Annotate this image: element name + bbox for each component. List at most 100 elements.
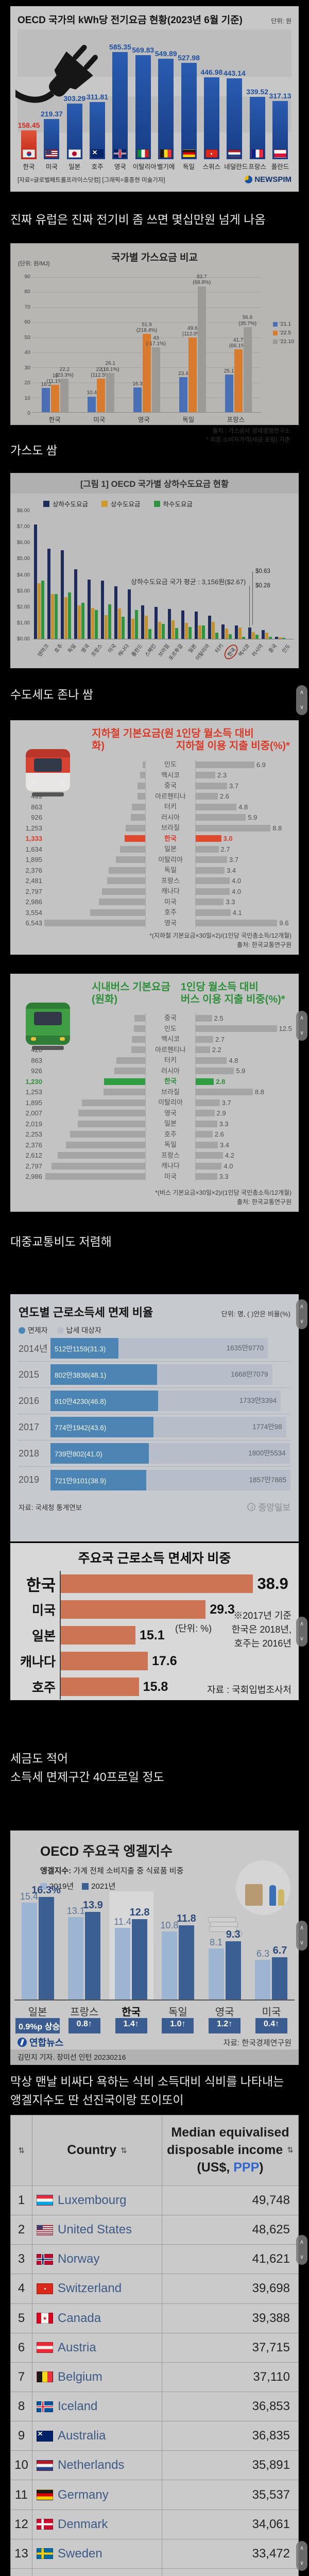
water-bar-group xyxy=(34,524,46,639)
income-sort-header[interactable]: Median equivalised disposable income ⇅ (U… xyxy=(167,2125,294,2175)
country-link[interactable]: United States xyxy=(58,2223,132,2237)
gas-bar-22-10 xyxy=(243,327,252,412)
country-label: 인도 xyxy=(145,1023,196,1034)
country-label: 독일 xyxy=(182,416,195,423)
country-link[interactable]: Sweden xyxy=(58,2546,102,2561)
scroll-buttons[interactable]: ∧ ∨ xyxy=(296,685,307,715)
share-bar xyxy=(196,782,228,789)
country-link[interactable]: Canada xyxy=(58,2311,101,2325)
engel-bar-group: 10.8 11.8 xyxy=(156,1891,200,1999)
country-cell: Australia xyxy=(32,2421,162,2451)
income-cell: 48,625 xyxy=(252,2223,290,2237)
chevron-down-icon: ∨ xyxy=(299,1318,304,1325)
exemption-value: 29.3 xyxy=(210,1602,235,1617)
bar-value-label: 219.37 xyxy=(40,110,63,118)
country-link[interactable]: Iceland xyxy=(58,2399,98,2414)
gas-value-label: 43 (-17.1%) xyxy=(146,335,166,347)
electricity-bar xyxy=(249,97,265,159)
electricity-plot: 158.45 219.37 303.29 xyxy=(15,29,291,159)
fare-bar xyxy=(132,1036,145,1043)
value-2021: 13.9 xyxy=(82,1900,103,1911)
share-value: 3.7 xyxy=(221,1098,231,1107)
water-total-bar xyxy=(74,569,77,639)
bus-row: 2,797 캐나다 4.0 xyxy=(14,1161,295,1172)
country-link[interactable]: Luxembourg xyxy=(58,2193,127,2207)
country-label: 폴란드 xyxy=(271,163,289,171)
country-label: 일본 xyxy=(68,163,81,171)
exempt-value: 802만3836(48.1) xyxy=(55,1371,107,1379)
bus-fare-panel: 시내버스 기본요금(원화) 1인당 월소득 대비 버스 이용 지출 비중(%)*… xyxy=(10,974,299,1212)
scroll-buttons[interactable]: ∧ ∨ xyxy=(296,2235,307,2265)
country-label: 한국 xyxy=(122,2007,141,2018)
scroll-buttons[interactable]: ∧ ∨ xyxy=(296,1617,307,1647)
country-sort-header[interactable]: Country ⇅ xyxy=(32,2115,162,2185)
ppp-link[interactable]: PPP xyxy=(233,2160,260,2175)
share-bar xyxy=(196,1067,234,1075)
gas-value-label: 83.7 (68.8%) xyxy=(193,274,211,286)
rank-cell: 10 xyxy=(11,2451,32,2480)
chevron-up-icon: ∧ xyxy=(299,1303,304,1310)
electricity-bar xyxy=(203,77,219,159)
subway-row: 2,797 캐나다 4.0 xyxy=(14,886,295,897)
country-link[interactable]: Australia xyxy=(58,2429,106,2443)
grocery-bag-icon xyxy=(245,1884,263,1906)
share-value: 2.5 xyxy=(214,1014,224,1022)
country-link[interactable]: Denmark xyxy=(58,2517,108,2531)
tax-row: 2015 802만3836(48.1) 1668만7079 xyxy=(19,1362,290,1388)
table-row: 13 Sweden 33,472 xyxy=(11,2539,298,2569)
country-cell: Norway xyxy=(32,2245,162,2274)
subway-footnote: *(지하철 기본요금×30일×2)/(1인당 국민총소득/12개월) 출처: 한… xyxy=(149,932,291,948)
fare-bar xyxy=(45,1173,145,1180)
country-cell: Denmark xyxy=(32,2510,162,2539)
fare-value: 2,481 xyxy=(25,877,42,885)
scroll-buttons[interactable]: ∧ ∨ xyxy=(296,2541,307,2571)
gas-bar-group: 16.2 18 (11.1%) 22.2 (23.3%) xyxy=(41,367,74,412)
total-value: 1635만9770 xyxy=(226,1344,264,1352)
scroll-buttons[interactable]: ∧ ∨ xyxy=(296,1921,307,1951)
total-value: 1857만7885 xyxy=(249,1476,287,1484)
country-label: 일본 xyxy=(145,844,196,855)
share-bar xyxy=(196,877,230,885)
exemption-value: 17.6 xyxy=(151,1653,177,1668)
country-flag-icon xyxy=(45,149,58,158)
bus-row: 2,253 호주 2.6 xyxy=(14,1129,295,1140)
water-supply-bar xyxy=(105,615,108,639)
legend-swatch-icon xyxy=(272,330,278,335)
bus-row: 2,612 프랑스 4.2 xyxy=(14,1150,295,1161)
water-supply-bar xyxy=(225,629,228,639)
water-sewer-bar xyxy=(68,592,71,639)
tax-unit-label: 단위: 명, ( )안은 비율(%) xyxy=(221,1310,290,1318)
water-supply-bar xyxy=(198,625,201,639)
country-link[interactable]: Austria xyxy=(58,2340,96,2354)
subway-fare-panel: 지하철 기본요금(원화) 1인당 월소득 대비 지하철 이용 지출 비중(%)*… xyxy=(10,720,299,955)
country-link[interactable]: Netherlands xyxy=(58,2458,125,2472)
exemption-row: 한국 38.9 xyxy=(15,1571,294,1597)
chevron-down-icon: ∨ xyxy=(299,2254,304,2260)
country-cell: Belgium xyxy=(32,2362,162,2392)
gas-legend: '21.1 '22.5 '22.10 xyxy=(272,321,294,345)
callout-line xyxy=(249,586,250,627)
country-link[interactable]: Germany xyxy=(58,2487,109,2502)
scroll-buttons[interactable]: ∧ ∨ xyxy=(296,1011,307,1041)
share-bar xyxy=(196,1025,277,1032)
water-supply-bar xyxy=(78,605,81,639)
fare-value: 3,554 xyxy=(25,908,42,917)
water-bar-group xyxy=(128,589,140,639)
water-sewer-bar xyxy=(148,629,151,639)
share-value: 2.9 xyxy=(216,1109,226,1117)
share-bar xyxy=(196,1173,217,1180)
legend-swatch-icon xyxy=(153,500,160,507)
fare-bar xyxy=(78,1110,145,1117)
income-cell: 36,835 xyxy=(252,2429,290,2443)
share-bar xyxy=(196,1014,212,1022)
bar-2019 xyxy=(255,1960,271,1999)
rank-sort-header[interactable]: ⇅ xyxy=(11,2115,32,2185)
country-link[interactable]: Norway xyxy=(58,2252,100,2266)
country-link[interactable]: Switzerland xyxy=(58,2281,122,2296)
exempt-bar: 810만4230(46.8) xyxy=(50,1391,158,1411)
country-link[interactable]: Belgium xyxy=(58,2369,102,2384)
scroll-buttons[interactable]: ∧ ∨ xyxy=(296,1299,307,1329)
gas-bar-22-10 xyxy=(151,347,160,412)
gas-plot: 90 80 70 60 50 40 30 20 10 0 16.2 18 (11.1%) 22.2… xyxy=(24,274,261,416)
bar-value-label: 585.35 xyxy=(109,43,131,52)
